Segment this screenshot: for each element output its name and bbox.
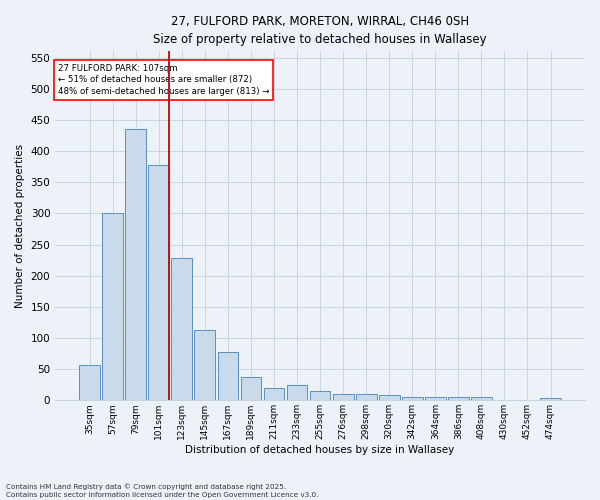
Text: 27 FULFORD PARK: 107sqm
← 51% of detached houses are smaller (872)
48% of semi-d: 27 FULFORD PARK: 107sqm ← 51% of detache… bbox=[58, 64, 269, 96]
Bar bbox=[379, 396, 400, 400]
Bar bbox=[471, 397, 492, 400]
X-axis label: Distribution of detached houses by size in Wallasey: Distribution of detached houses by size … bbox=[185, 445, 455, 455]
Bar bbox=[425, 397, 446, 400]
Y-axis label: Number of detached properties: Number of detached properties bbox=[15, 144, 25, 308]
Bar bbox=[241, 377, 262, 400]
Bar bbox=[356, 394, 377, 400]
Text: Contains HM Land Registry data © Crown copyright and database right 2025.
Contai: Contains HM Land Registry data © Crown c… bbox=[6, 484, 319, 498]
Bar bbox=[333, 394, 353, 400]
Bar bbox=[194, 330, 215, 400]
Bar bbox=[402, 397, 422, 400]
Bar bbox=[287, 384, 307, 400]
Bar bbox=[448, 397, 469, 400]
Bar bbox=[310, 391, 331, 400]
Title: 27, FULFORD PARK, MORETON, WIRRAL, CH46 0SH
Size of property relative to detache: 27, FULFORD PARK, MORETON, WIRRAL, CH46 … bbox=[153, 15, 487, 46]
Bar bbox=[218, 352, 238, 401]
Bar bbox=[148, 164, 169, 400]
Bar bbox=[540, 398, 561, 400]
Bar bbox=[263, 388, 284, 400]
Bar bbox=[102, 214, 123, 400]
Bar bbox=[172, 258, 192, 400]
Bar bbox=[79, 365, 100, 400]
Bar bbox=[125, 129, 146, 400]
